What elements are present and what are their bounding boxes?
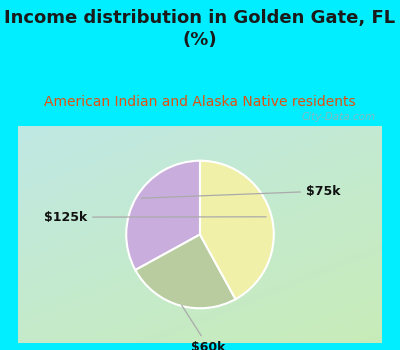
Text: Income distribution in Golden Gate, FL
(%): Income distribution in Golden Gate, FL (…: [4, 9, 396, 49]
Wedge shape: [135, 234, 236, 308]
Text: City-Data.com: City-Data.com: [302, 112, 376, 122]
Text: $125k: $125k: [44, 211, 266, 224]
Text: American Indian and Alaska Native residents: American Indian and Alaska Native reside…: [44, 94, 356, 108]
Text: $75k: $75k: [142, 184, 340, 198]
Wedge shape: [126, 161, 200, 270]
Wedge shape: [200, 161, 274, 299]
Text: $60k: $60k: [182, 305, 226, 350]
